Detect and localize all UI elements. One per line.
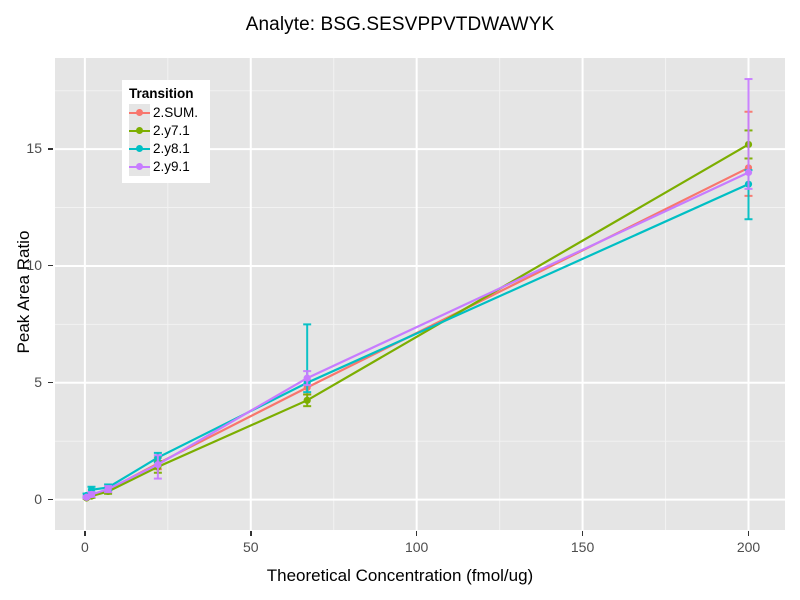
- legend-item-2SUM[interactable]: 2.SUM.: [129, 104, 203, 122]
- legend-item-label: 2.y7.1: [153, 123, 190, 138]
- x-tick-label: 100: [404, 539, 429, 555]
- data-point: [303, 396, 311, 404]
- data-point: [744, 168, 753, 177]
- legend-item-label: 2.y8.1: [153, 141, 190, 156]
- x-tick-mark: [747, 531, 750, 536]
- x-tick-label: 50: [242, 539, 259, 555]
- legend-key-icon: [129, 104, 150, 122]
- legend-entries: 2.SUM. 2.y7.1 2.y8.1 2.y9.1: [129, 104, 203, 176]
- data-point: [87, 490, 96, 499]
- y-tick-label: 5: [34, 373, 42, 390]
- y-tick-label: 10: [26, 256, 42, 273]
- legend-key-icon: [129, 140, 150, 158]
- page-title: Analyte: BSG.SESVPPVTDWAWYK: [245, 14, 555, 35]
- x-tick-mark: [581, 531, 584, 536]
- legend-key-icon: [129, 158, 150, 176]
- legend-key-icon: [129, 122, 150, 140]
- y-tick-mark: [48, 264, 53, 267]
- data-point: [154, 460, 162, 469]
- data-point: [104, 485, 112, 493]
- legend-item-label: 2.y9.1: [153, 159, 190, 174]
- y-tick-mark: [48, 381, 53, 384]
- x-axis-label: Theoretical Concentration (fmol/ug): [266, 566, 534, 585]
- y-tick-label: 0: [34, 490, 42, 507]
- series-2-y9-1: [82, 78, 753, 501]
- y-tick-mark: [48, 498, 53, 501]
- legend-item-2y91[interactable]: 2.y9.1: [129, 158, 203, 176]
- data-point: [303, 374, 311, 382]
- x-tick-label: 150: [570, 539, 595, 555]
- legend-item-label: 2.SUM.: [153, 105, 199, 120]
- x-tick-mark: [415, 531, 418, 536]
- x-tick-mark: [84, 531, 86, 536]
- legend: Transition 2.SUM. 2.y7.1 2.y8.1 2.y9.1: [122, 80, 210, 183]
- x-tick-label: 200: [736, 539, 761, 555]
- x-tick-mark: [250, 531, 252, 536]
- y-axis-label: Peak Area Ratio: [14, 230, 33, 354]
- legend-item-2y81[interactable]: 2.y8.1: [129, 140, 203, 158]
- x-tick-label: 0: [80, 539, 89, 555]
- y-tick-label: 15: [26, 140, 42, 157]
- legend-item-2y71[interactable]: 2.y7.1: [129, 122, 203, 140]
- plot-area: [55, 58, 785, 530]
- y-tick-mark: [48, 148, 53, 150]
- legend-title: Transition: [129, 86, 194, 101]
